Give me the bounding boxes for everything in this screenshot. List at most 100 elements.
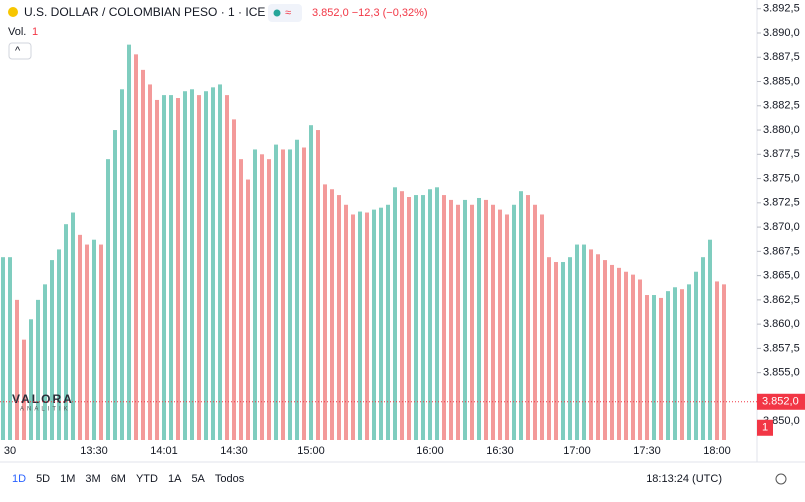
price-column [288,149,292,440]
range-button[interactable]: 5D [36,473,50,485]
price-column [505,214,509,440]
price-column [232,119,236,440]
price-column [372,209,376,440]
range-button[interactable]: 3M [85,473,100,485]
price-column [617,267,621,440]
status-pill[interactable] [268,4,302,22]
range-button[interactable]: YTD [136,473,158,485]
price-column [169,95,173,441]
price-column [414,195,418,440]
price-column [463,199,467,440]
price-column [449,199,453,440]
price-column [603,260,607,440]
price-column [631,274,635,440]
quote: 3.852,0 −12,3 (−0,32%) [312,7,428,19]
price-column [281,149,285,440]
price-column [197,95,201,441]
price-column [400,191,404,440]
price-column [393,187,397,440]
price-column [155,99,159,440]
y-tick-label: 3.885,0 [763,75,800,87]
price-column [680,289,684,440]
y-tick-label: 3.867,5 [763,245,800,257]
price-column [316,130,320,441]
price-column [22,339,26,440]
price-column [295,139,299,441]
range-button[interactable]: 1D [12,473,26,485]
x-tick-label: 17:30 [633,445,661,457]
settings-icon[interactable] [775,473,787,485]
price-column [1,257,5,440]
price-column [134,54,138,440]
price-column [407,197,411,440]
range-button[interactable]: 5A [191,473,205,485]
y-tick-label: 3.857,5 [763,342,800,354]
range-button[interactable]: 6M [111,473,126,485]
price-column [309,125,313,440]
x-tick-label: 16:00 [416,445,444,457]
price-column [484,199,488,440]
price-column [253,149,257,440]
price-column [148,84,152,440]
price-column [218,84,222,440]
price-column [274,144,278,440]
price-column [92,239,96,440]
x-tick-label: 14:01 [150,445,178,457]
price-column [358,211,362,440]
price-column [673,287,677,440]
watermark-sub: ANALITIK [20,407,71,413]
price-column [687,284,691,440]
y-tick-label: 3.890,0 [763,27,800,39]
y-tick-label: 3.880,0 [763,124,800,136]
price-column [323,184,327,440]
x-tick-label: 14:30 [220,445,248,457]
price-column [659,297,663,440]
x-tick-label: 15:00 [297,445,325,457]
last-volume-label: 1 [762,422,768,434]
price-column [106,159,110,440]
price-column [477,197,481,440]
price-column [547,257,551,440]
price-column [561,262,565,440]
price-column [694,271,698,440]
y-tick-label: 3.862,5 [763,294,800,306]
last-volume-badge [757,419,773,436]
price-column [638,279,642,440]
status-dot [273,9,281,17]
y-tick-label: 3.855,0 [763,367,800,379]
price-column [540,214,544,440]
price-column [99,244,103,440]
price-column [470,204,474,440]
volume-label: Vol. [8,26,26,38]
collapse-button[interactable] [8,42,32,60]
collapse-icon: ^ [15,45,21,57]
flag-icon [8,7,18,17]
range-button[interactable]: 1A [168,473,182,485]
y-tick-label: 3.877,5 [763,148,800,160]
y-tick-label: 3.860,0 [763,318,800,330]
range-button[interactable]: 1M [60,473,75,485]
x-tick-label: 30 [4,445,16,457]
price-column [190,89,194,440]
price-column [379,207,383,440]
price-column [701,257,705,440]
price-column [120,89,124,440]
y-tick-label: 3.870,0 [763,221,800,233]
price-column [36,299,40,440]
price-column [722,284,726,440]
price-column [344,204,348,440]
price-column [8,257,12,440]
price-column [50,260,54,440]
price-column [589,249,593,440]
price-column [715,281,719,440]
price-column [351,214,355,440]
range-button[interactable]: Todos [215,473,245,485]
price-column [652,295,656,440]
last-price-label: 3.852,0 [762,396,799,408]
price-column [15,299,19,440]
last-price-badge [757,393,805,410]
price-column [386,204,390,440]
price-column [162,95,166,441]
price-column [568,257,572,440]
